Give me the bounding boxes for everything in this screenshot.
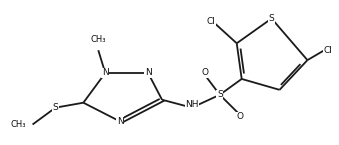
Text: S: S [53, 103, 58, 112]
Text: Cl: Cl [206, 17, 215, 26]
Text: N: N [102, 68, 108, 77]
Text: N: N [117, 117, 124, 126]
Text: CH₃: CH₃ [91, 36, 106, 45]
Text: NH: NH [185, 100, 199, 109]
Text: CH₃: CH₃ [10, 120, 26, 129]
Text: N: N [145, 68, 152, 77]
Text: Cl: Cl [323, 46, 332, 55]
Text: O: O [236, 112, 243, 121]
Text: O: O [201, 68, 208, 77]
Text: S: S [269, 14, 275, 23]
Text: S: S [217, 90, 223, 99]
